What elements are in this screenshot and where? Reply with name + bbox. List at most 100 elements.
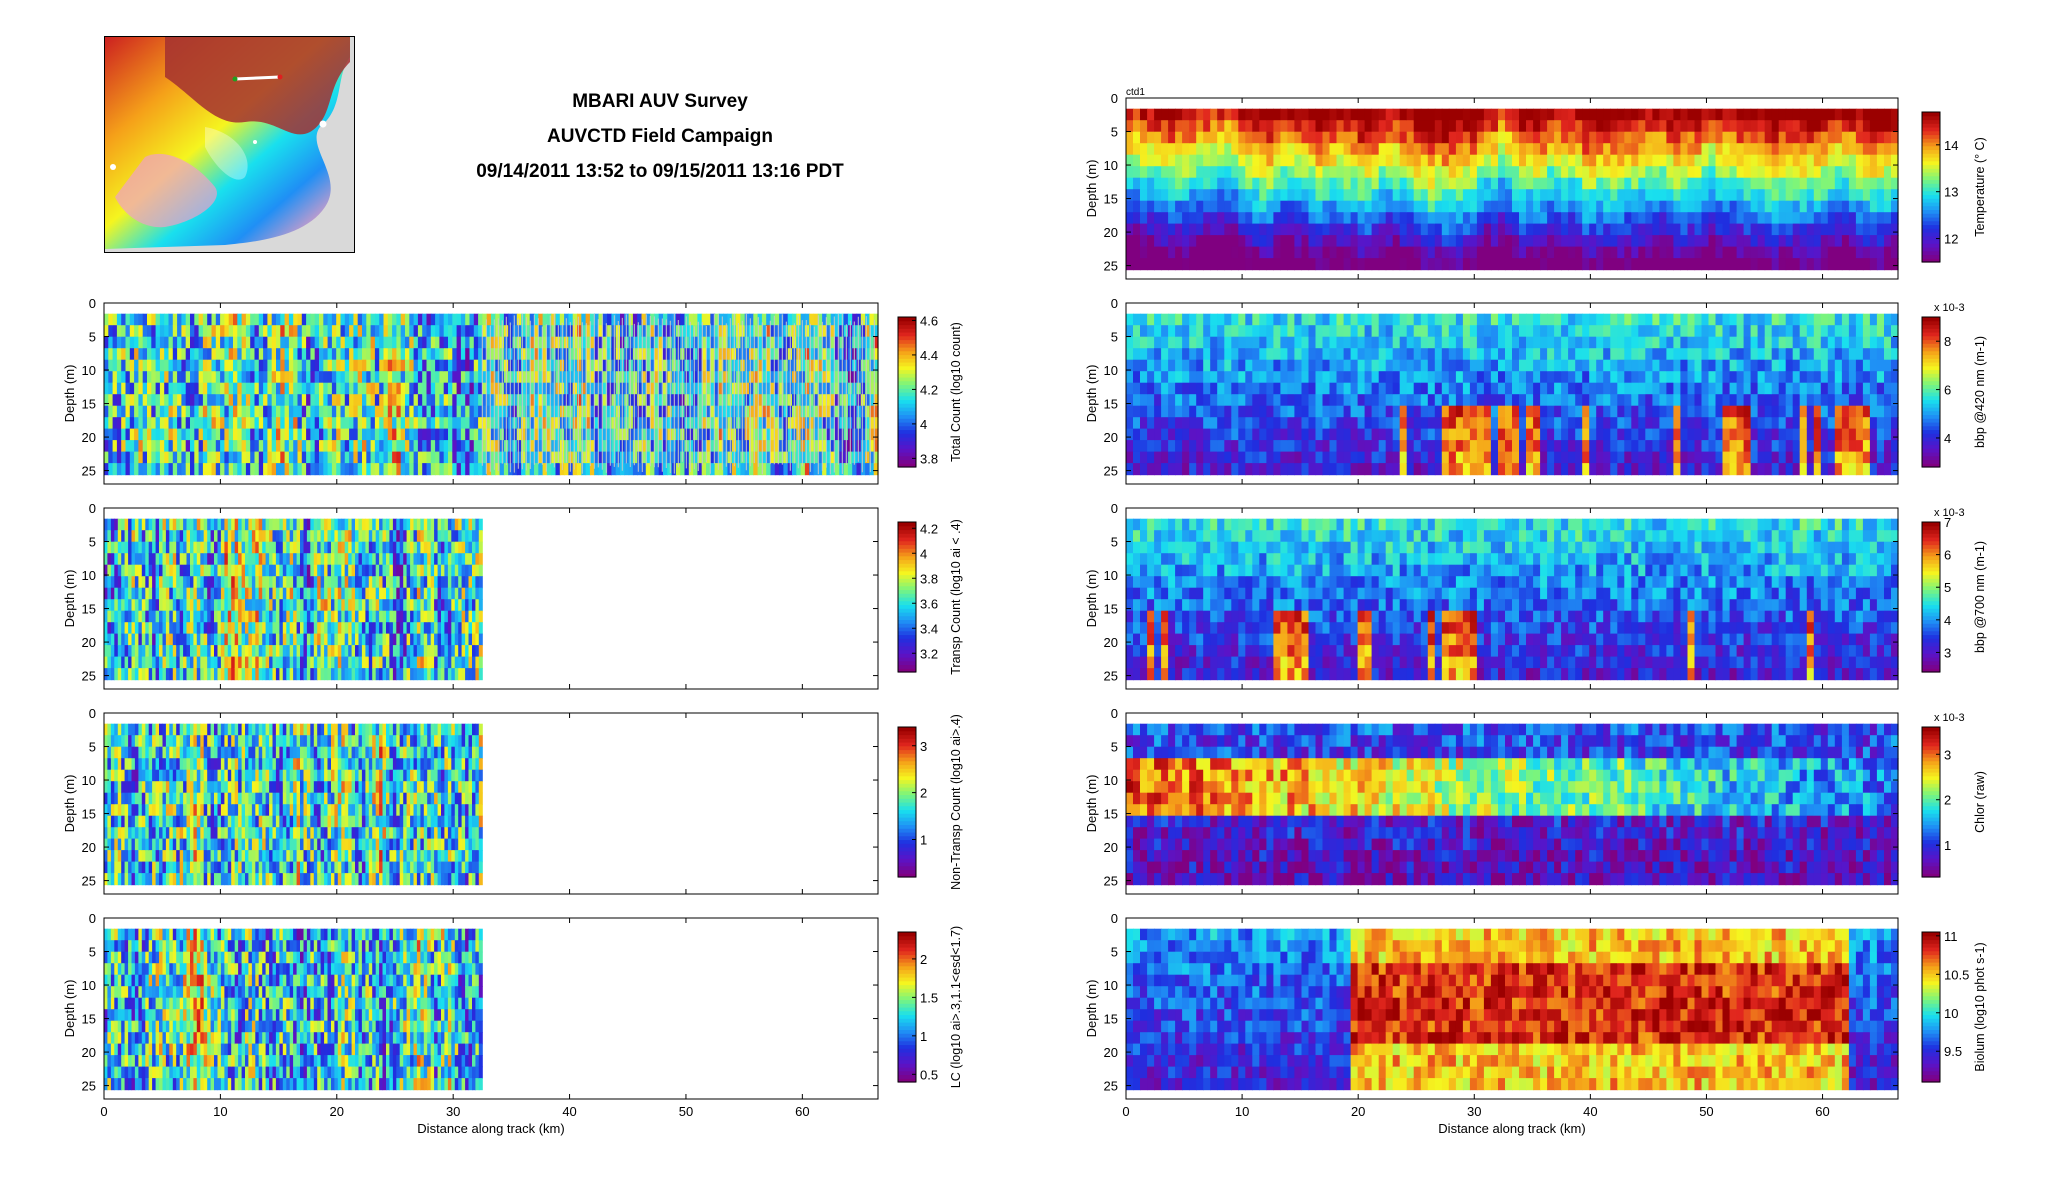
- heatmap-cell: [529, 371, 535, 384]
- heatmap-cell: [190, 861, 194, 874]
- heatmap-cell: [117, 850, 122, 863]
- heatmap-cell: [714, 382, 720, 395]
- heatmap-cell: [214, 541, 218, 554]
- heatmap-cell: [598, 417, 604, 430]
- heatmap-cell: [159, 781, 163, 794]
- heatmap-cell: [263, 313, 268, 326]
- heatmap-cell: [410, 668, 415, 681]
- heatmap-cell: [313, 587, 318, 600]
- heatmap-cell: [211, 463, 217, 476]
- heatmap-cell: [233, 451, 238, 464]
- heatmap-cell: [251, 633, 256, 646]
- heatmap-cell: [117, 815, 122, 828]
- heatmap-cell: [211, 451, 217, 464]
- heatmap-cell: [465, 610, 470, 623]
- heatmap-cell: [434, 564, 439, 577]
- heatmap-cell: [658, 428, 664, 441]
- heatmap-cell: [215, 394, 221, 407]
- heatmap-cell: [214, 564, 218, 577]
- heatmap-cell: [211, 313, 217, 326]
- heatmap-cell: [423, 564, 428, 577]
- heatmap-cell: [869, 371, 875, 384]
- heatmap-cell: [159, 804, 163, 817]
- heatmap-cell: [116, 325, 122, 338]
- heatmap-cell: [382, 645, 387, 658]
- heatmap-cell: [598, 428, 604, 441]
- colorbar-segment: [898, 645, 916, 651]
- heatmap-cell: [337, 633, 342, 646]
- heatmap-cell: [435, 451, 440, 464]
- heatmap-cell: [529, 440, 535, 453]
- heatmap-cell: [361, 518, 366, 531]
- heatmap-cell: [379, 587, 384, 600]
- heatmap-cell: [452, 417, 458, 430]
- heatmap-cell: [351, 668, 356, 681]
- heatmap-cell: [217, 553, 222, 566]
- heatmap-cell: [276, 325, 281, 338]
- heatmap-cell: [198, 348, 204, 361]
- heatmap-cell: [297, 336, 303, 349]
- heatmap-cell: [200, 633, 205, 646]
- heatmap-cell: [241, 336, 247, 349]
- heatmap-cell: [320, 541, 325, 554]
- heatmap-cell: [159, 735, 163, 748]
- heatmap-cell: [766, 371, 772, 384]
- heatmap-cell: [124, 792, 129, 805]
- heatmap-cell: [427, 633, 432, 646]
- heatmap-cell: [121, 382, 127, 395]
- heatmap-cell: [141, 587, 146, 600]
- heatmap-cell: [632, 451, 638, 464]
- heatmap-cell: [372, 576, 377, 589]
- heatmap-cell: [437, 553, 442, 566]
- heatmap-cell: [134, 394, 139, 407]
- heatmap-cell: [341, 564, 346, 577]
- heatmap-cell: [650, 359, 655, 372]
- heatmap-cell: [134, 850, 139, 863]
- heatmap-cell: [529, 348, 535, 361]
- colorbar-segment: [898, 365, 916, 371]
- heatmap-cell: [193, 792, 198, 805]
- colorbar-segment: [898, 347, 916, 352]
- heatmap-cell: [337, 518, 342, 531]
- heatmap-cell: [258, 656, 263, 669]
- heatmap-cell: [190, 518, 194, 531]
- heatmap-cell: [495, 325, 501, 338]
- heatmap-cell: [366, 359, 372, 372]
- heatmap-cell: [632, 313, 638, 326]
- heatmap-cell: [869, 394, 875, 407]
- heatmap-cell: [637, 382, 643, 395]
- heatmap-cell: [478, 633, 483, 646]
- heatmap-cell: [172, 769, 177, 782]
- heatmap-cell: [248, 564, 253, 577]
- heatmap-cell: [202, 428, 208, 441]
- heatmap-cell: [138, 564, 143, 577]
- heatmap-cell: [117, 735, 122, 748]
- heatmap-cell: [306, 622, 311, 635]
- heatmap-cell: [800, 463, 806, 476]
- heatmap-cell: [589, 428, 595, 441]
- heatmap-cell: [147, 336, 152, 349]
- heatmap-cell: [234, 827, 239, 840]
- heatmap-cell: [422, 371, 428, 384]
- heatmap-cell: [183, 815, 188, 828]
- heatmap-cell: [572, 371, 578, 384]
- heatmap-cell: [190, 541, 194, 554]
- heatmap-cell: [766, 451, 772, 464]
- heatmap-cell: [469, 313, 475, 326]
- heatmap-cell: [121, 405, 127, 418]
- heatmap-cell: [779, 325, 784, 338]
- heatmap-cell: [129, 405, 135, 418]
- heatmap-cell: [238, 827, 243, 840]
- heatmap-cell: [176, 668, 181, 681]
- heatmap-cell: [314, 451, 320, 464]
- heatmap-cell: [405, 359, 410, 372]
- heatmap-cell: [263, 371, 268, 384]
- heatmap-cell: [303, 587, 308, 600]
- heatmap-cell: [207, 451, 213, 464]
- heatmap-cell: [241, 735, 246, 748]
- heatmap-cell: [231, 656, 236, 669]
- heatmap-cell: [220, 359, 225, 372]
- heatmap-cell: [706, 336, 711, 349]
